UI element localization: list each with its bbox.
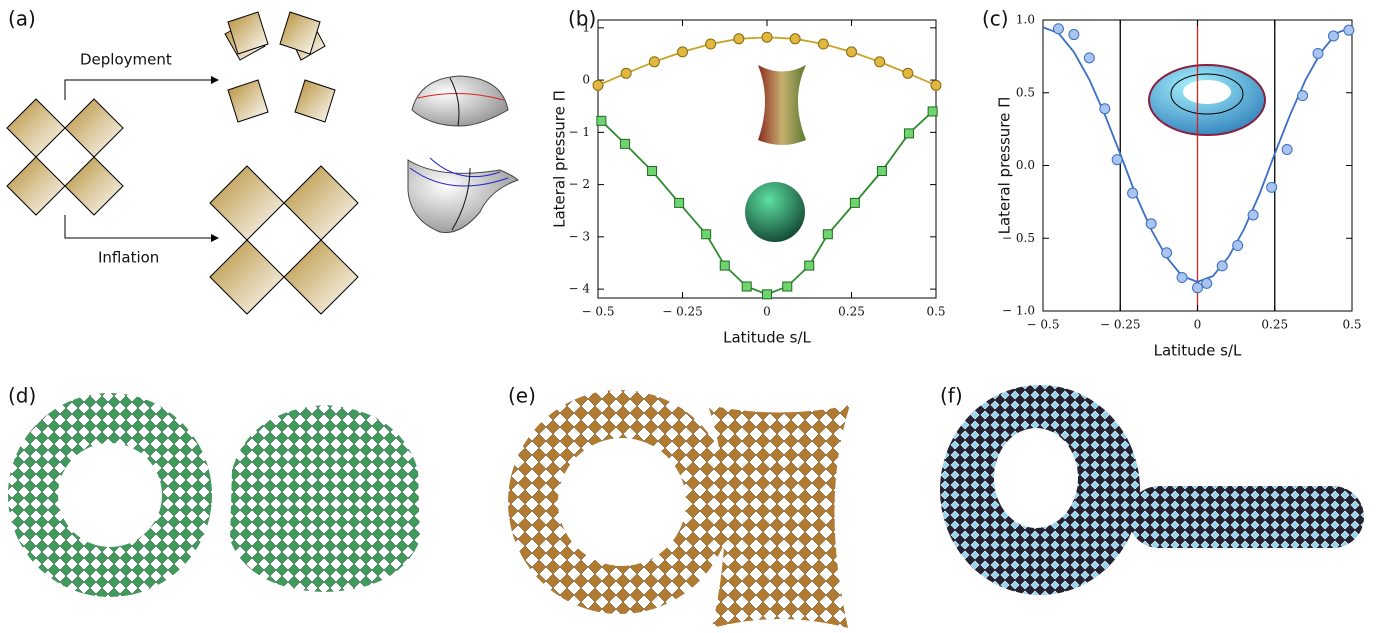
inset-surface xyxy=(758,65,806,145)
inset-surface xyxy=(1149,65,1265,135)
x-tick-label: − 0.5 xyxy=(1027,318,1060,332)
marker xyxy=(1217,261,1227,271)
marker xyxy=(1282,144,1292,154)
x-tick-label: 0 xyxy=(763,305,771,319)
y-tick-label: − 1.0 xyxy=(1002,304,1035,318)
marker xyxy=(597,116,606,125)
tiling-initial xyxy=(7,99,123,215)
annotation: Deployment xyxy=(80,51,172,69)
x-tick-label: − 0.5 xyxy=(582,305,615,319)
marker xyxy=(734,34,744,44)
marker xyxy=(593,80,603,90)
panel-label: (c) xyxy=(982,7,1009,31)
marker xyxy=(762,32,772,42)
y-tick-label: − 3 xyxy=(568,229,590,243)
arrow xyxy=(65,80,218,100)
marker xyxy=(1328,31,1338,41)
marker xyxy=(1298,91,1308,101)
x-tick-label: 0.5 xyxy=(1342,318,1361,332)
marker xyxy=(877,167,886,176)
marker xyxy=(931,80,941,90)
marker xyxy=(649,57,659,67)
mesh-torus xyxy=(508,390,732,614)
marker xyxy=(1202,278,1212,288)
marker xyxy=(818,39,828,49)
tiling-inflated xyxy=(210,166,358,314)
surface-sketch xyxy=(408,76,518,233)
y-tick-label: 1.0 xyxy=(1016,13,1035,27)
y-tick-label: − 1 xyxy=(568,125,590,139)
y-tick-label: − 2 xyxy=(568,177,590,191)
x-tick-label: 0.5 xyxy=(926,305,945,319)
y-axis-label: Lateral pressure Π xyxy=(996,97,1014,235)
mesh-hyperboloid xyxy=(708,405,850,628)
marker xyxy=(847,47,857,57)
tiling-deployed xyxy=(225,12,335,122)
mesh-torus xyxy=(940,385,1140,595)
marker xyxy=(850,198,859,207)
marker xyxy=(904,129,913,138)
marker xyxy=(621,68,631,78)
marker xyxy=(678,47,688,57)
marker xyxy=(1162,248,1172,258)
x-axis-label: Latitude s/L xyxy=(723,329,811,347)
panel-label: (a) xyxy=(8,7,36,31)
marker xyxy=(1112,155,1122,165)
y-tick-label: 0.5 xyxy=(1016,85,1035,99)
marker xyxy=(783,282,792,291)
inset-surface xyxy=(745,182,805,242)
marker xyxy=(1267,182,1277,192)
marker xyxy=(675,198,684,207)
marker xyxy=(706,39,716,49)
marker xyxy=(1233,241,1243,251)
figure: (a) (b) (c) (d) (e) (f) Deployment Infla… xyxy=(0,0,1377,633)
marker xyxy=(1128,188,1138,198)
panel-label: (d) xyxy=(8,384,36,408)
marker xyxy=(1053,24,1063,34)
mesh-torus-side xyxy=(1128,486,1364,548)
marker xyxy=(1313,48,1323,58)
marker xyxy=(1069,30,1079,40)
marker xyxy=(1084,53,1094,63)
plot-frame xyxy=(598,20,936,298)
y-tick-label: − 4 xyxy=(568,282,590,296)
y-tick-label: 0 xyxy=(582,73,590,87)
marker xyxy=(720,261,729,270)
y-tick-label: 1 xyxy=(582,20,590,34)
x-tick-label: 0.25 xyxy=(1261,318,1288,332)
marker xyxy=(1177,273,1187,283)
marker xyxy=(1193,283,1203,293)
marker xyxy=(648,167,657,176)
marker xyxy=(763,290,772,299)
marker xyxy=(1146,219,1156,229)
marker xyxy=(903,68,913,78)
mesh-torus xyxy=(8,393,212,597)
marker xyxy=(742,282,751,291)
arrow xyxy=(65,215,218,238)
mesh-sphere xyxy=(230,405,420,592)
marker xyxy=(928,107,937,116)
annotation: Inflation xyxy=(98,249,159,267)
x-axis-label: Latitude s/L xyxy=(1154,342,1242,360)
marker xyxy=(621,139,630,148)
y-tick-label: 0.0 xyxy=(1016,158,1035,172)
x-tick-label: − 0.25 xyxy=(662,305,703,319)
x-tick-label: − 0.25 xyxy=(1100,318,1141,332)
x-tick-label: 0 xyxy=(1194,318,1202,332)
marker xyxy=(702,230,711,239)
marker xyxy=(790,34,800,44)
marker xyxy=(1248,210,1258,220)
y-axis-label: Lateral pressure Π xyxy=(551,90,569,228)
marker xyxy=(805,261,814,270)
panel-label: (f) xyxy=(940,384,963,408)
marker xyxy=(1100,104,1110,114)
marker xyxy=(1344,25,1354,35)
panel-label: (e) xyxy=(508,384,536,408)
x-tick-label: 0.25 xyxy=(838,305,865,319)
marker xyxy=(875,57,885,67)
marker xyxy=(823,230,832,239)
